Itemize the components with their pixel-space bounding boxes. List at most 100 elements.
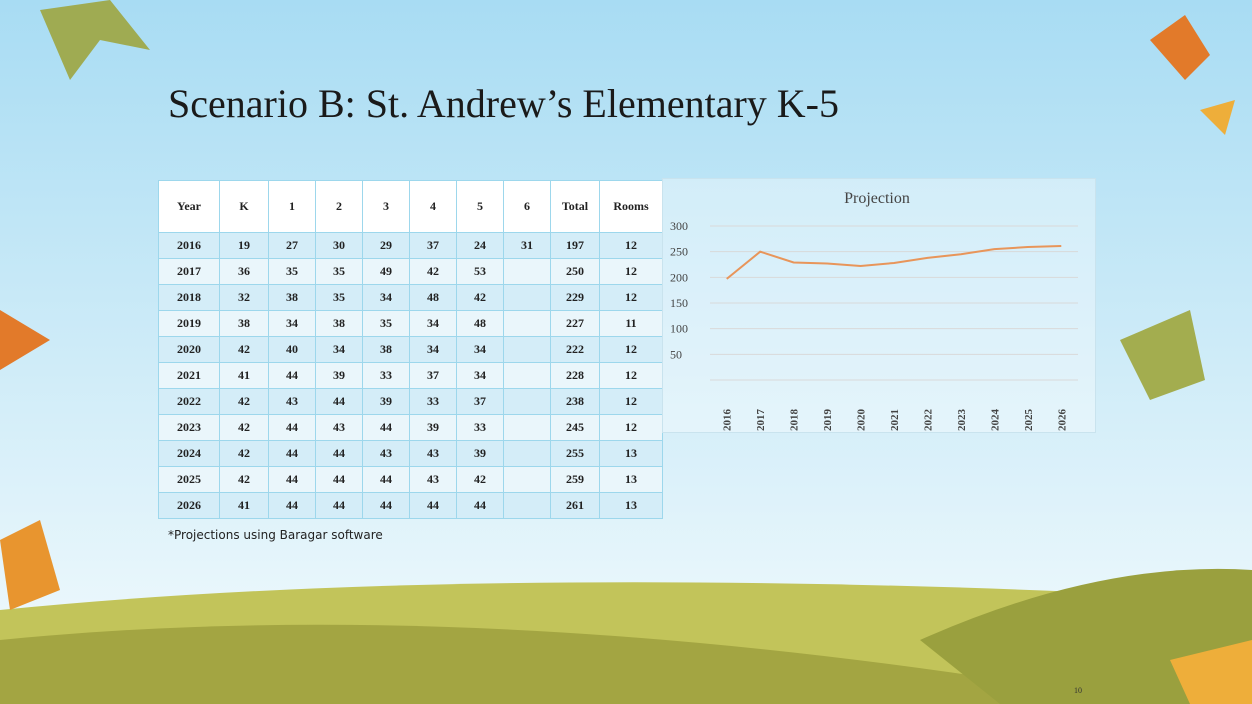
- table-cell: 39: [456, 440, 504, 467]
- chart: Projection 50 100 150 200 250 300 2016 2017 2018…: [662, 178, 1096, 433]
- table-row: 2025 42 44 44 44 43 42 259 13: [158, 466, 663, 493]
- table-cell: 39: [315, 362, 363, 389]
- table-cell: 36: [219, 258, 269, 285]
- table-cell: 40: [268, 336, 316, 363]
- table-cell: 197: [550, 232, 600, 259]
- table-cell: 43: [362, 440, 410, 467]
- table-row: Year K 1 2 3 4 5 6 Total Rooms: [158, 180, 663, 233]
- table-cell: 43: [409, 466, 457, 493]
- y-tick-label: 100: [670, 322, 688, 336]
- table-cell: 39: [409, 414, 457, 441]
- table-cell: 228: [550, 362, 600, 389]
- x-tick-label: 2019: [822, 409, 834, 432]
- x-tick-label: 2020: [856, 409, 868, 432]
- y-tick-label: 50: [670, 347, 682, 361]
- x-tick-label: 2017: [755, 409, 767, 432]
- table-cell: 53: [456, 258, 504, 285]
- table-cell: [503, 258, 551, 285]
- table-cell: 48: [456, 310, 504, 337]
- table-cell: 13: [599, 492, 663, 519]
- table-cell: 13: [599, 466, 663, 493]
- table-cell: 12: [599, 284, 663, 311]
- table-cell: [503, 388, 551, 415]
- table-cell: 43: [409, 440, 457, 467]
- table-cell: 12: [599, 414, 663, 441]
- table-cell: 35: [315, 258, 363, 285]
- table-cell: 238: [550, 388, 600, 415]
- table-row: 2018 32 38 35 34 48 42 229 12: [158, 284, 663, 311]
- table-cell: 44: [268, 492, 316, 519]
- line-series: [726, 245, 1062, 280]
- table-cell: 42: [219, 336, 269, 363]
- table-cell: 34: [409, 336, 457, 363]
- table-cell: [503, 310, 551, 337]
- table-cell: 29: [362, 232, 410, 259]
- table-cell: 34: [456, 336, 504, 363]
- table-cell: 44: [362, 466, 410, 493]
- table-cell: [503, 440, 551, 467]
- table-cell: 44: [409, 492, 457, 519]
- footnote: *Projections using Baragar software: [168, 528, 383, 542]
- table-cell: 44: [362, 414, 410, 441]
- table-cell: 261: [550, 492, 600, 519]
- table-cell: 2019: [158, 310, 220, 337]
- chart-title: Projection: [844, 190, 910, 207]
- table-cell: 42: [409, 258, 457, 285]
- table-cell: 38: [315, 310, 363, 337]
- table-cell: 44: [315, 388, 363, 415]
- table-cell: 44: [362, 492, 410, 519]
- table-cell: 12: [599, 336, 663, 363]
- table-cell: 2025: [158, 466, 220, 493]
- table-row: 2017 36 35 35 49 42 53 250 12: [158, 258, 663, 285]
- table-cell: 12: [599, 232, 663, 259]
- table-cell: 34: [409, 310, 457, 337]
- table-cell: 33: [409, 388, 457, 415]
- table-row: 2024 42 44 44 43 43 39 255 13: [158, 440, 663, 467]
- table-cell: 42: [219, 440, 269, 467]
- x-tick-label: 2025: [1023, 409, 1035, 432]
- table-cell: 41: [219, 492, 269, 519]
- table-cell: 34: [456, 362, 504, 389]
- table-cell: 37: [456, 388, 504, 415]
- table-row: 2023 42 44 43 44 39 33 245 12: [158, 414, 663, 441]
- table-cell: 44: [456, 492, 504, 519]
- table-cell: 13: [599, 440, 663, 467]
- table-cell: 38: [268, 284, 316, 311]
- table-cell: 39: [362, 388, 410, 415]
- table-row: 2021 41 44 39 33 37 34 228 12: [158, 362, 663, 389]
- table-cell: 38: [362, 336, 410, 363]
- table-cell: 35: [268, 258, 316, 285]
- chart-frame: [662, 178, 1096, 433]
- table-cell: [503, 284, 551, 311]
- table-cell: 44: [315, 440, 363, 467]
- table-cell: 34: [315, 336, 363, 363]
- table-cell: 33: [456, 414, 504, 441]
- table-cell: 27: [268, 232, 316, 259]
- table-row: 2020 42 40 34 38 34 34 222 12: [158, 336, 663, 363]
- table-cell: 245: [550, 414, 600, 441]
- table-cell: 12: [599, 388, 663, 415]
- table-cell: Year: [158, 180, 220, 233]
- table-cell: 37: [409, 362, 457, 389]
- table-cell: 43: [315, 414, 363, 441]
- table-cell: 33: [362, 362, 410, 389]
- table-cell: 250: [550, 258, 600, 285]
- table-cell: 42: [456, 284, 504, 311]
- table-cell: 5: [456, 180, 504, 233]
- y-tick-label: 200: [670, 270, 688, 284]
- table-cell: [503, 466, 551, 493]
- slide-title: Scenario B: St. Andrew’s Elementary K-5: [168, 81, 839, 126]
- enrollment-table: Year K 1 2 3 4 5 6 Total Rooms 2016 19 27 30 29 37 24 31 1…: [158, 180, 663, 519]
- table-cell: 44: [268, 466, 316, 493]
- table-cell: [503, 414, 551, 441]
- table-cell: 2018: [158, 284, 220, 311]
- table-cell: 2024: [158, 440, 220, 467]
- table-cell: 41: [219, 362, 269, 389]
- table-cell: 229: [550, 284, 600, 311]
- table-cell: 12: [599, 362, 663, 389]
- table-cell: 44: [268, 414, 316, 441]
- table-cell: 49: [362, 258, 410, 285]
- y-tick-label: 300: [670, 219, 688, 233]
